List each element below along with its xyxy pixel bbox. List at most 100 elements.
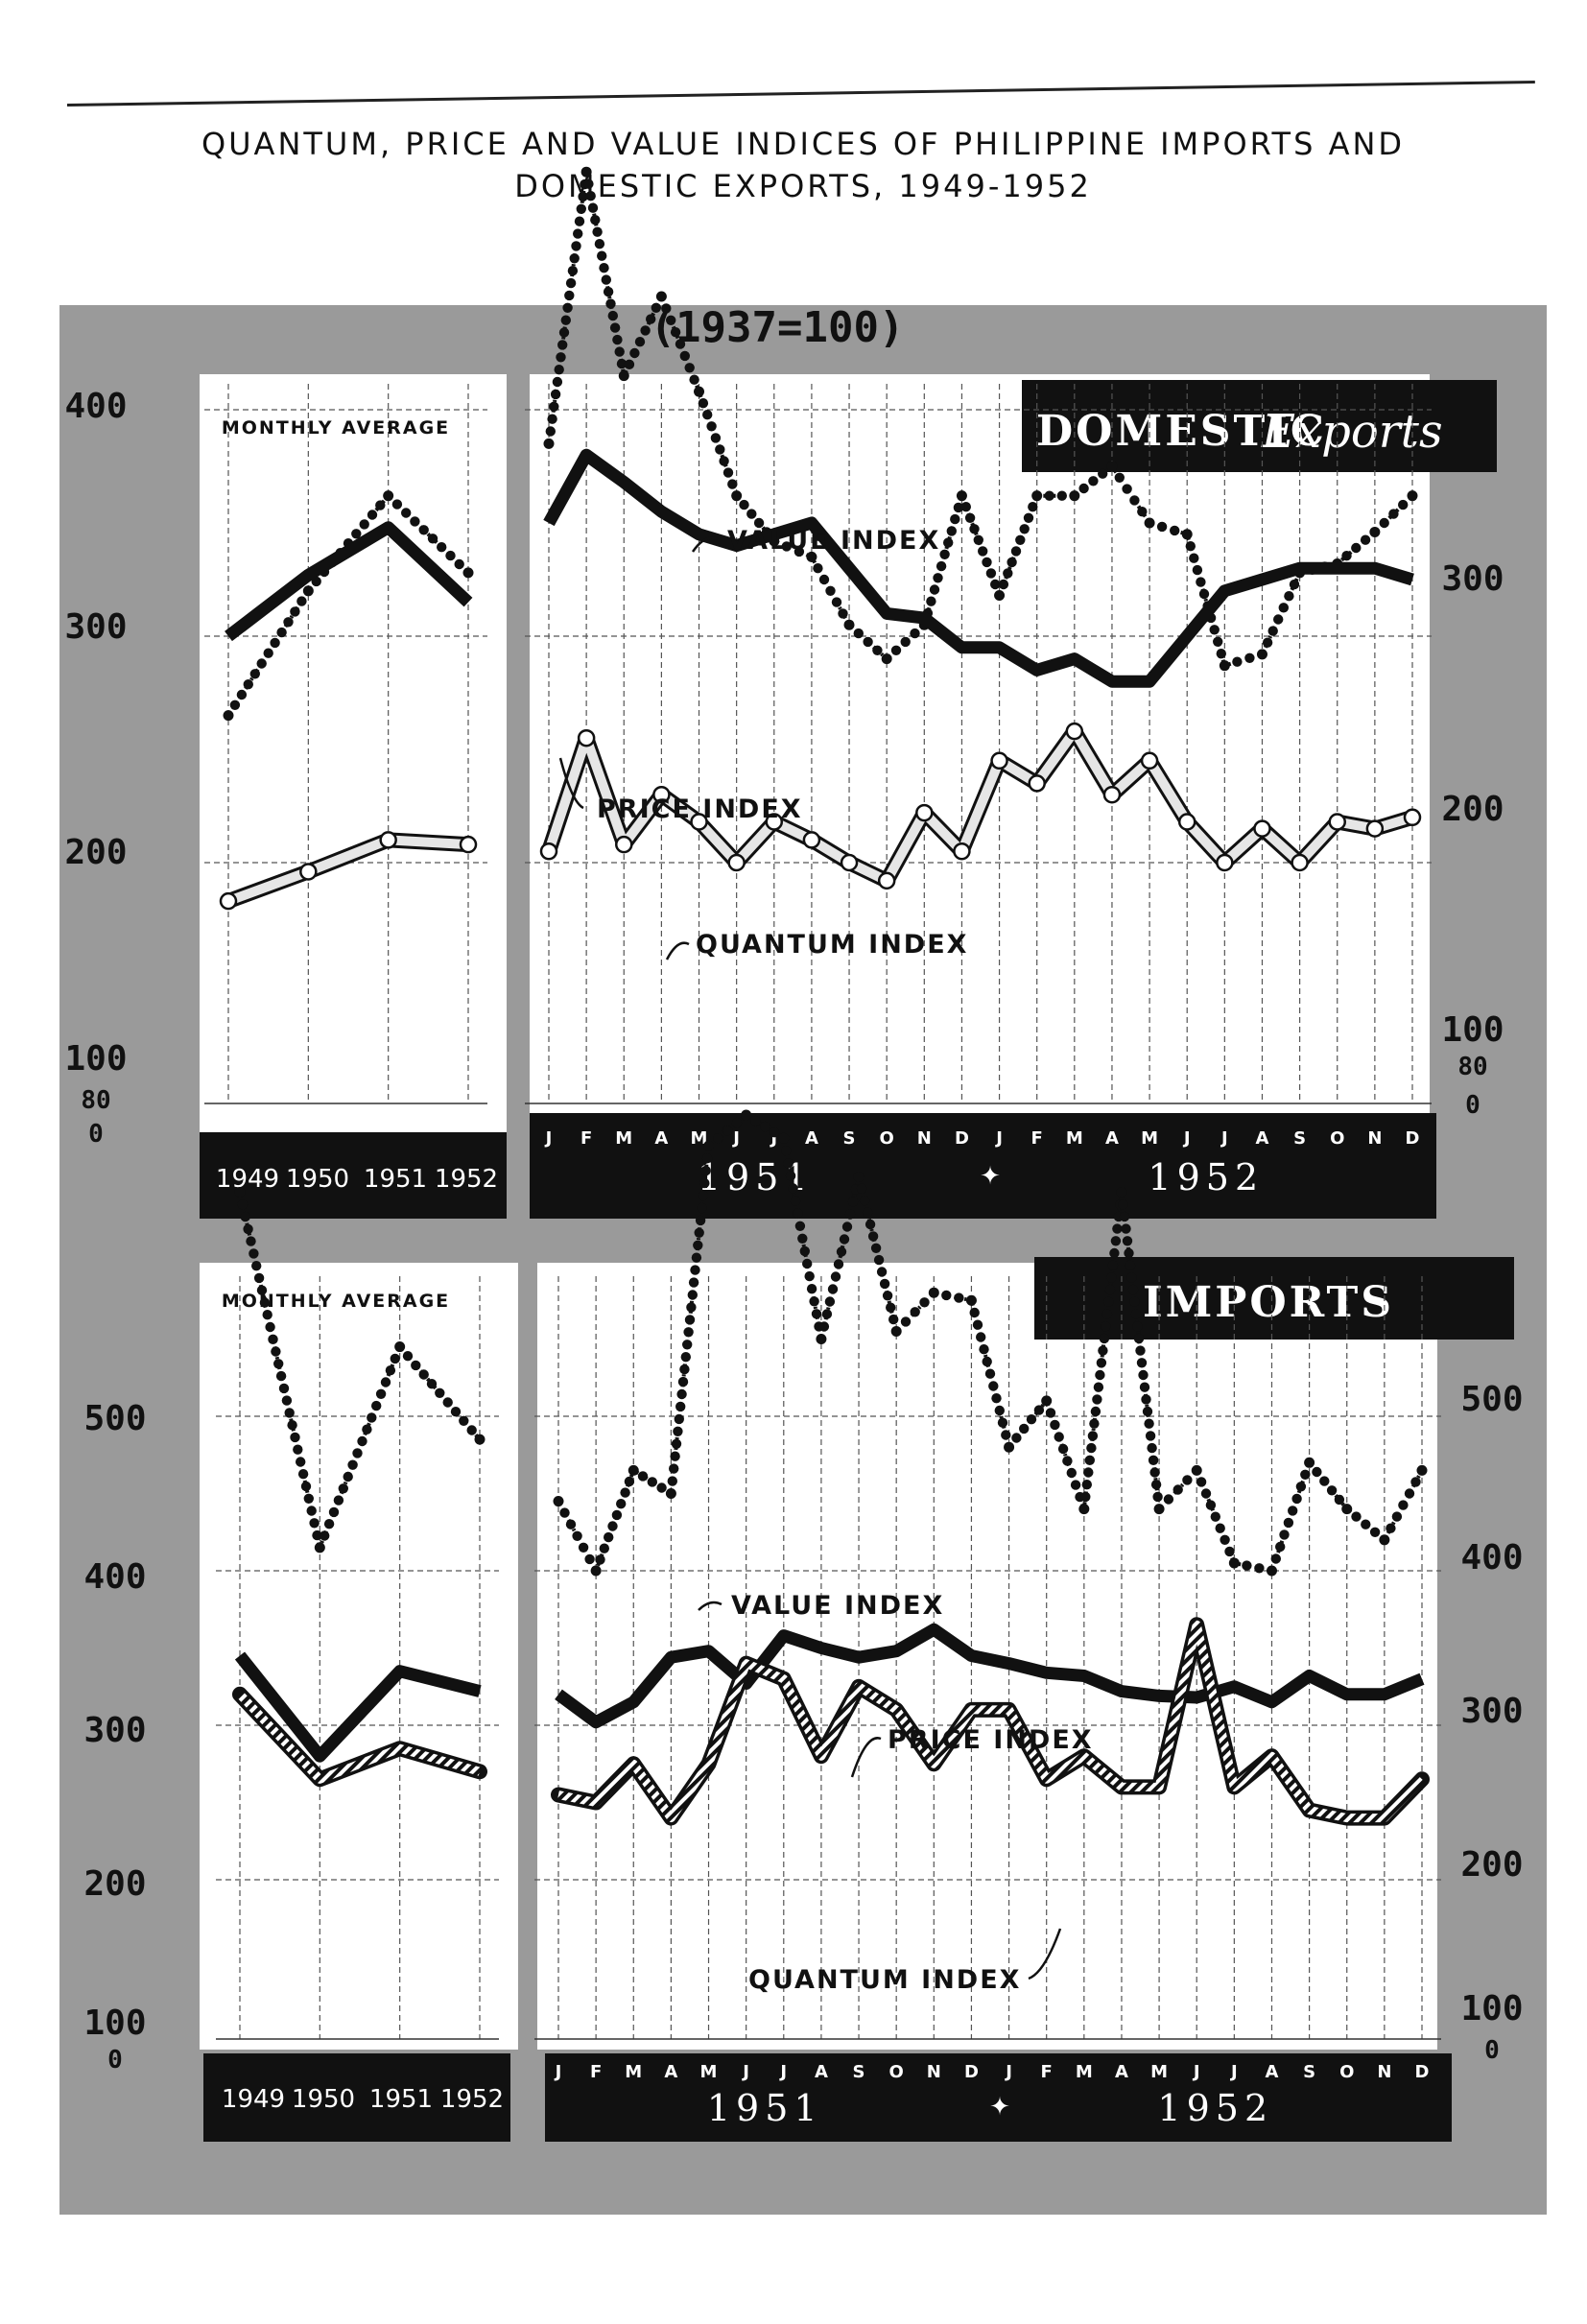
value-index-bead xyxy=(236,689,248,700)
value-index-bead xyxy=(1351,542,1362,554)
month-axis-label: M xyxy=(1066,1128,1083,1149)
quantum-index-point xyxy=(1028,774,1046,793)
value-index-bead xyxy=(687,1290,698,1300)
value-index-bead xyxy=(1118,1199,1128,1210)
value-index-bead xyxy=(584,1553,595,1565)
value-index-bead xyxy=(836,1246,847,1257)
month-axis-label: J xyxy=(741,2062,749,2082)
y-tick-label: 200 xyxy=(1441,790,1504,829)
value-index-bead xyxy=(710,433,722,443)
value-index-bead xyxy=(1010,546,1022,557)
value-index-bead xyxy=(587,202,599,213)
y-tick-label: 80 xyxy=(81,1086,110,1115)
value-index-bead xyxy=(1254,1563,1265,1574)
value-index-bead xyxy=(1404,1488,1415,1499)
value-index-bead xyxy=(594,239,605,249)
value-index-bead xyxy=(1019,524,1030,534)
value-index-bead xyxy=(256,1285,268,1295)
year-axis-label: 1952 xyxy=(440,2085,504,2114)
value-index-bead xyxy=(565,277,577,289)
series-label-quantum-index: QUANTUM INDEX xyxy=(696,930,968,960)
month-axis-label: J xyxy=(994,1128,1003,1149)
value-index-bead xyxy=(557,340,568,350)
value-index-bead xyxy=(746,509,757,519)
value-index-bead xyxy=(375,500,386,510)
value-index-bead xyxy=(919,1297,930,1308)
value-index-bead xyxy=(1080,1491,1091,1503)
value-index-bead xyxy=(1163,1494,1174,1505)
value-index-bead xyxy=(640,325,651,336)
value-index-bead xyxy=(731,1117,743,1128)
month-axis-label: N xyxy=(1377,2062,1391,2082)
y-tick-label: 0 xyxy=(88,1120,104,1149)
value-index-bead xyxy=(1093,1382,1104,1392)
value-index-bead xyxy=(991,1393,1002,1404)
value-index-bead xyxy=(1001,1430,1011,1440)
month-axis-label: M xyxy=(1141,1128,1158,1149)
label-leader xyxy=(691,536,719,553)
value-index-bead xyxy=(612,334,623,345)
value-index-bead xyxy=(256,658,267,669)
value-index-point xyxy=(394,1341,406,1353)
value-index-bead xyxy=(391,499,403,510)
value-index-bead xyxy=(309,1518,320,1529)
month-axis-label: M xyxy=(700,2062,718,2082)
value-index-bead xyxy=(1410,1477,1421,1487)
quantum-index-point xyxy=(615,835,633,854)
value-index-bead xyxy=(367,1412,377,1423)
value-index-bead xyxy=(781,541,792,552)
value-index-bead xyxy=(831,597,842,607)
value-index-bead xyxy=(590,215,601,225)
value-index-bead xyxy=(276,627,287,638)
value-index-bead xyxy=(418,525,429,535)
value-index-point xyxy=(1004,1441,1015,1453)
year-axis-label: 1949 xyxy=(222,2085,285,2114)
value-index-bead xyxy=(569,253,580,264)
value-index-bead xyxy=(1098,468,1108,479)
value-index-point xyxy=(1106,461,1118,472)
value-index-bead xyxy=(702,410,713,420)
quantum-index-point xyxy=(690,813,708,831)
value-index-bead xyxy=(1124,1247,1134,1259)
y-tick-label: 200 xyxy=(64,833,127,872)
value-index-bead xyxy=(667,1476,677,1486)
month-axis-label: A xyxy=(1115,2062,1128,2082)
value-index-bead xyxy=(797,1233,808,1245)
month-axis-label: N xyxy=(1367,1128,1382,1149)
value-index-bead xyxy=(661,303,672,314)
month-axis-label: J xyxy=(554,2062,562,2082)
value-index-bead xyxy=(1232,656,1243,667)
value-index-bead xyxy=(994,1405,1006,1416)
value-index-point xyxy=(1153,1504,1165,1515)
y-tick-label: 500 xyxy=(83,1399,146,1438)
month-axis-label: D xyxy=(1415,2062,1430,2082)
value-index-bead xyxy=(825,585,836,596)
value-index-bead xyxy=(572,1530,582,1542)
month-axis-label: O xyxy=(889,2062,904,2082)
value-index-bead xyxy=(688,1277,699,1288)
year-axis-label: 1952 xyxy=(435,1165,498,1194)
label-leader xyxy=(1028,1928,1062,1980)
value-index-bead xyxy=(1081,1480,1093,1490)
y-tick-label: 0 xyxy=(1465,1091,1480,1120)
value-index-point xyxy=(590,1565,602,1577)
price-index-line xyxy=(543,448,1414,688)
value-index-bead xyxy=(1122,484,1132,494)
value-index-bead xyxy=(788,1183,798,1194)
value-index-bead xyxy=(847,1197,859,1207)
value-index-bead xyxy=(442,1397,453,1408)
value-index-point xyxy=(1181,529,1193,540)
year-separator: ✦ xyxy=(980,1162,1001,1191)
value-index-bead xyxy=(715,444,725,455)
y-tick-label: 400 xyxy=(1460,1538,1523,1577)
value-index-bead xyxy=(821,1309,833,1319)
value-index-bead xyxy=(281,1395,293,1406)
value-index-bead xyxy=(1015,534,1026,545)
value-index-bead xyxy=(988,1381,999,1391)
value-index-bead xyxy=(240,1211,250,1222)
value-index-bead xyxy=(1242,1560,1252,1571)
value-index-bead xyxy=(624,359,635,369)
value-index-bead xyxy=(333,1495,344,1506)
value-index-bead xyxy=(253,1272,265,1284)
value-index-point xyxy=(1219,660,1230,672)
